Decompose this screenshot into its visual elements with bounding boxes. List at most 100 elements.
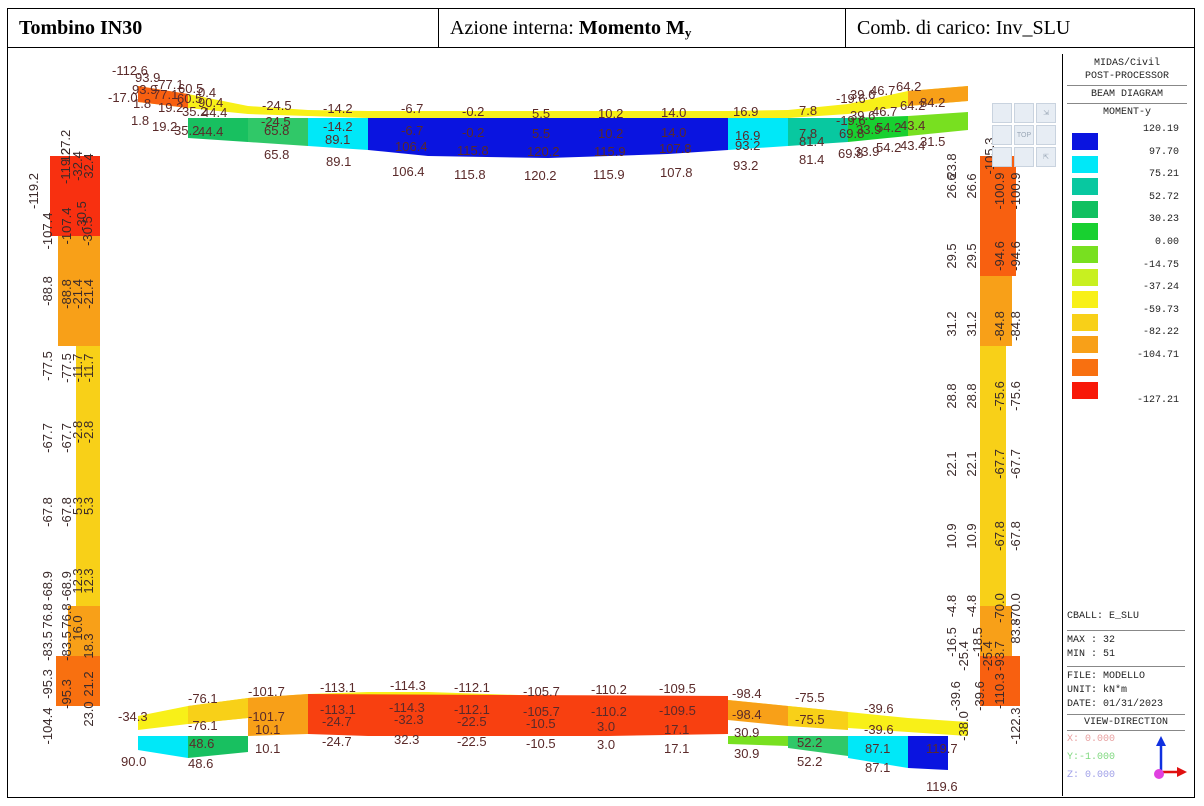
- bottom-slab-value-label: 52.2: [797, 754, 822, 769]
- left-wall-value-label: 12.3: [70, 568, 85, 593]
- top-slab-value-label: -6.7: [401, 123, 423, 138]
- bottom-slab-value-label: -109.5: [659, 703, 696, 718]
- right-wall-value-label: -75.6: [1008, 381, 1023, 411]
- top-slab-value-label: 93.2: [735, 138, 760, 153]
- right-wall-value-label: 10.9: [964, 523, 979, 548]
- bottom-slab-value-label: -75.5: [795, 712, 825, 727]
- bottom-slab-value-label: -75.5: [795, 690, 825, 705]
- top-slab-value-label: 81.4: [799, 134, 824, 149]
- top-slab-value-label: 69.8: [838, 146, 863, 161]
- bottom-slab-value-label: -101.7: [248, 684, 285, 699]
- scale-value: 75.21: [1148, 169, 1179, 181]
- right-wall-value-label: -38.0: [956, 711, 971, 741]
- scale-row: -59.73: [1071, 305, 1181, 336]
- left-wall-value-label: -77.5: [59, 353, 74, 383]
- right-wall-value-label: 22.1: [964, 451, 979, 476]
- action-prefix: Azione interna:: [450, 16, 579, 39]
- value-labels: -112.693.9-77.160.50.4-17.093.977.160.59…: [26, 63, 1023, 794]
- bottom-slab-value-label: 119.7: [926, 741, 958, 756]
- action-subscript: y: [684, 25, 692, 40]
- top-slab-value-label: 7.8: [799, 103, 817, 118]
- scale-row: -127.21: [1071, 380, 1181, 406]
- left-wall-diagram: [50, 156, 100, 706]
- scale-swatch: [1071, 335, 1099, 355]
- legend-panel: MIDAS/Civil POST-PROCESSOR BEAM DIAGRAM …: [1062, 54, 1191, 796]
- top-slab-value-label: 115.8: [454, 167, 486, 182]
- top-slab-value-label: 43.4: [900, 138, 925, 153]
- right-wall-value-label: -84.8: [1008, 311, 1023, 341]
- scale-row: -14.75: [1071, 260, 1181, 291]
- nav-edge-e[interactable]: [1036, 125, 1056, 145]
- nav-corner-ne-icon[interactable]: ⇲: [1036, 103, 1056, 123]
- left-wall-value-label: -67.7: [40, 423, 55, 453]
- top-slab-value-label: 106.4: [395, 139, 428, 154]
- nav-corner-sw[interactable]: [992, 147, 1012, 167]
- right-wall-value-label: -75.6: [992, 381, 1007, 411]
- top-slab-value-label: 93.9: [132, 82, 157, 97]
- scale-value: -104.71: [1136, 349, 1179, 361]
- top-slab-value-label: 64.2: [896, 79, 921, 94]
- top-slab-value-label: -19.6: [836, 113, 866, 128]
- scale-swatch: [1071, 244, 1099, 264]
- top-slab-value-label: 35.2: [182, 104, 207, 119]
- top-slab-value-label: 1.8: [133, 96, 151, 111]
- bottom-slab-value-label: 17.1: [664, 741, 689, 756]
- left-wall-value-label: 127.2: [58, 130, 73, 163]
- scale-swatch: [1071, 199, 1099, 219]
- color-scale: 120.19 97.70 75.21 52.72 30.23 0.00 -14.75 -37.…: [1071, 124, 1181, 406]
- left-wall-value-label: -30.5: [80, 216, 95, 246]
- view-navigator-cube[interactable]: ⇲ TOP ⇱: [992, 103, 1060, 171]
- scale-value: 120.19: [1142, 124, 1179, 135]
- right-wall-value-label: 31.2: [964, 311, 979, 336]
- right-wall-value-label: -39.6: [948, 681, 963, 711]
- right-wall-value-label: -70.0: [992, 593, 1007, 623]
- bottom-slab-value-label: -110.2: [591, 704, 627, 719]
- bottom-slab-value-label: 48.6: [188, 756, 213, 771]
- left-wall-value-label: -67.8: [40, 497, 55, 527]
- bottom-slab-value-label: -10.5: [526, 736, 556, 751]
- left-wall-value-label: 16.0: [70, 615, 85, 640]
- nav-edge-n[interactable]: [1014, 103, 1034, 123]
- nav-edge-s[interactable]: [1014, 147, 1034, 167]
- right-wall-value-label: 28.8: [944, 383, 959, 408]
- bottom-slab-value-label: -76.1: [188, 718, 218, 733]
- bottom-slab-value-label: -113.1: [320, 680, 356, 695]
- top-slab-value-label: -112.6: [112, 63, 148, 78]
- scale-row: 75.21: [1071, 169, 1181, 200]
- right-wall-value-label: -67.8: [1008, 521, 1023, 551]
- bottom-slab-value-label: -98.4: [732, 686, 762, 701]
- right-wall-value-label: -110.3: [992, 673, 1007, 709]
- scale-row: 97.70: [1071, 147, 1181, 178]
- bottom-slab-value-label: 32.3: [394, 732, 419, 747]
- top-slab-value-label: 93.9: [135, 70, 160, 85]
- nav-edge-w[interactable]: [992, 125, 1012, 145]
- right-wall-value-label: 28.8: [964, 383, 979, 408]
- bottom-slab-value-label: -24.7: [322, 734, 352, 749]
- nav-top-face[interactable]: TOP: [1014, 125, 1034, 145]
- right-wall-value-label: -67.7: [1008, 449, 1023, 479]
- left-wall-value-label: 76.8: [40, 603, 55, 628]
- left-wall-value-label: -11.7: [81, 354, 96, 383]
- bottom-slab-value-label: -114.3: [390, 678, 426, 693]
- scale-value: 97.70: [1148, 146, 1179, 158]
- nav-corner-nw[interactable]: [992, 103, 1012, 123]
- bottom-slab-value-label: -39.6: [864, 722, 894, 737]
- right-wall-value-label: -4.8: [944, 595, 959, 617]
- bottom-slab-value-label: -105.7: [523, 684, 560, 699]
- scale-value: -14.75: [1142, 259, 1179, 271]
- right-wall-value-label: -67.8: [992, 521, 1007, 551]
- top-slab-value-label: 54.2: [876, 120, 901, 135]
- top-slab-value-label: 93.2: [733, 158, 758, 173]
- bottom-slab-value-label: -10.5: [526, 716, 556, 731]
- top-slab-value-label: 115.8: [457, 143, 489, 158]
- top-slab-value-label: 44.4: [202, 105, 227, 120]
- right-wall-value-label: -25.4: [956, 641, 971, 671]
- bottom-slab-value-label: 3.0: [597, 719, 615, 734]
- view-direction-title: VIEW-DIRECTION: [1067, 714, 1185, 731]
- bottom-slab-value-label: -39.6: [864, 701, 894, 716]
- cball-label: CBALL: E_SLU: [1067, 611, 1140, 622]
- bottom-slab-value-label: 90.0: [121, 754, 146, 769]
- top-slab-value-label: 5.5: [532, 126, 550, 141]
- nav-corner-se-icon[interactable]: ⇱: [1036, 147, 1056, 167]
